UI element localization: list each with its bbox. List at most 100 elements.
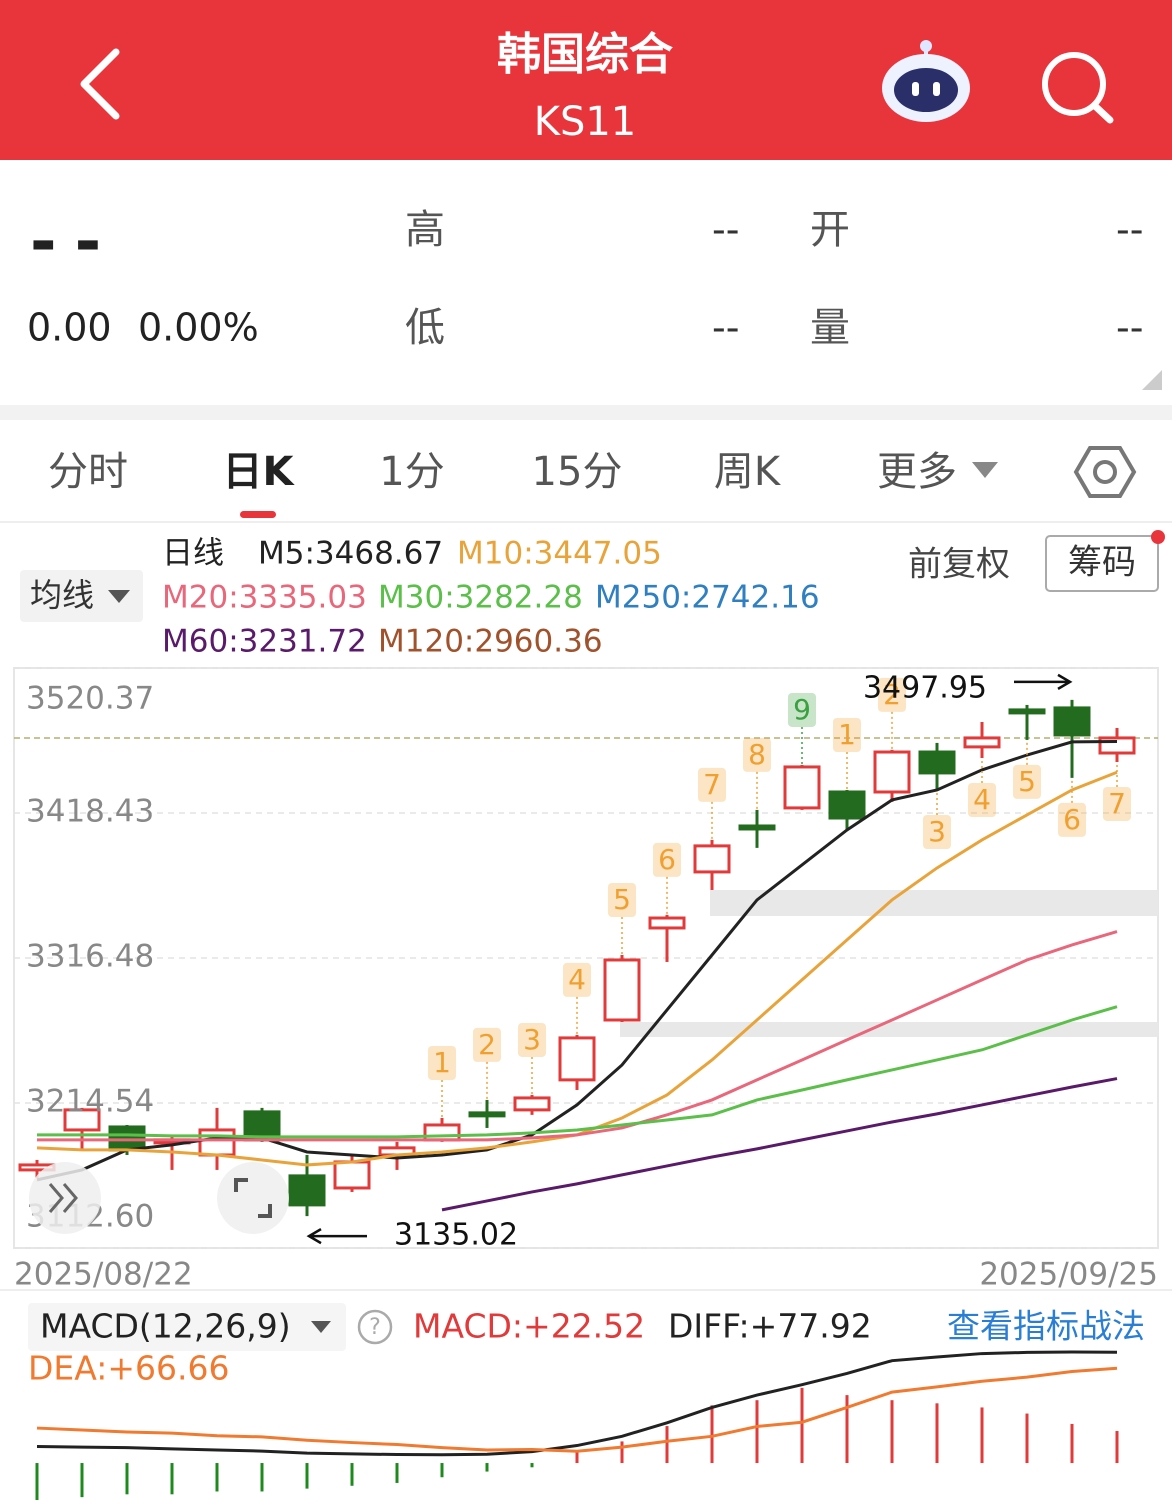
open-value: -- <box>1116 208 1143 252</box>
td-badge <box>968 782 996 817</box>
chips-button[interactable]: 筹码 <box>1068 543 1136 583</box>
macd-selector-bg[interactable] <box>28 1303 346 1351</box>
svg-text:?: ? <box>369 1315 381 1340</box>
tab[interactable]: 分时 <box>48 449 128 495</box>
candle-body <box>1053 706 1091 737</box>
divider <box>0 405 1172 420</box>
ma-line <box>37 930 1118 1142</box>
td-label: 5 <box>1018 765 1036 798</box>
td-badge <box>653 842 681 877</box>
legend-entry: M20:3335.03 <box>162 580 367 616</box>
y-tick-label: 3214.54 <box>26 1084 154 1120</box>
candle-body <box>873 750 911 794</box>
low-value: -- <box>712 306 739 350</box>
strategy-link[interactable]: 查看指标战法 <box>947 1307 1145 1346</box>
tab[interactable]: 1分 <box>379 449 444 495</box>
legend-entry: M60:3231.72 <box>162 624 367 660</box>
candle-body <box>1008 708 1046 715</box>
diff-line <box>36 1350 1118 1457</box>
candle-body <box>198 1128 236 1157</box>
search-button[interactable] <box>1042 52 1114 124</box>
header-bar <box>0 0 1172 160</box>
high-label: 高 <box>405 207 445 253</box>
legend-entry: M5:3468.67 <box>258 536 443 572</box>
plot <box>14 699 1158 1217</box>
td-badge <box>473 1027 501 1062</box>
volume-label: 量 <box>810 305 850 351</box>
candle-body <box>963 736 1001 749</box>
help-icon[interactable]: ? <box>357 1309 393 1345</box>
td-label: 7 <box>1108 787 1126 820</box>
max-label: 3497.95 <box>863 670 987 705</box>
dea-value: DEA:+66.66 <box>28 1349 230 1388</box>
macd-selector[interactable]: MACD(12,26,9) <box>40 1307 291 1346</box>
tab[interactable]: 15分 <box>532 449 623 495</box>
high-value: -- <box>712 208 739 252</box>
period-label: 日线 <box>162 536 224 572</box>
back-button[interactable] <box>80 48 120 120</box>
td-badge <box>1013 764 1041 799</box>
fullscreen-button[interactable] <box>217 1162 289 1234</box>
y-tick-label: 3418.43 <box>26 793 154 829</box>
title: 韩国综合 <box>497 29 673 80</box>
volume-value: -- <box>1116 306 1143 350</box>
change: 0.00 <box>27 306 112 350</box>
candle-body <box>513 1096 551 1112</box>
ma-line <box>36 740 1118 1182</box>
legend-entry: M120:2960.36 <box>378 624 603 660</box>
y-tick-label: 3316.48 <box>26 939 154 975</box>
y-tick-label: 3520.37 <box>26 681 154 717</box>
gap-band <box>710 890 1158 916</box>
td-label: 3 <box>928 815 946 848</box>
candle-body <box>738 824 776 831</box>
td-label: 4 <box>568 963 586 996</box>
badge-dot <box>1151 530 1165 544</box>
candle-body <box>918 750 956 775</box>
td-badge <box>833 717 861 752</box>
td-label: 9 <box>793 693 811 726</box>
td-badge <box>1058 802 1086 837</box>
candle-body <box>693 844 731 874</box>
open-label: 开 <box>810 207 850 253</box>
gap-band <box>620 1022 1158 1037</box>
td-label: 7 <box>703 768 721 801</box>
dea-line <box>36 1366 1118 1453</box>
change-percent: 0.00% <box>138 306 259 350</box>
legend-entry: M30:3282.28 <box>378 580 583 616</box>
play-button[interactable] <box>29 1162 101 1234</box>
td-badge <box>1103 786 1131 821</box>
diff-value: DIFF:+77.92 <box>668 1307 872 1346</box>
td-badge <box>743 737 771 772</box>
ma-button-bg[interactable] <box>20 570 143 622</box>
td-label: 2 <box>883 678 901 711</box>
min-arrow <box>306 1228 367 1245</box>
ma-line <box>441 1077 1118 1212</box>
candle-body <box>63 1108 101 1132</box>
candle-body <box>648 916 686 930</box>
legend-entry: M10:3447.05 <box>457 536 662 572</box>
tab[interactable]: 更多 <box>877 449 957 495</box>
td-label: 1 <box>838 718 856 751</box>
tab[interactable]: 周K <box>714 449 782 495</box>
expand-corner[interactable] <box>1142 370 1162 390</box>
adjust-button[interactable]: 前复权 <box>908 545 1010 585</box>
chips-button-bg[interactable] <box>1045 535 1159 592</box>
candle-body <box>288 1174 326 1207</box>
tab[interactable]: 日K <box>223 449 296 495</box>
subtitle: KS11 <box>534 99 637 145</box>
candle-body <box>828 790 866 820</box>
legend-entry: M250:2742.16 <box>595 580 820 616</box>
td-badge <box>788 692 816 727</box>
x-tick-label: 2025/09/25 <box>979 1257 1158 1293</box>
ma-button[interactable]: 均线 <box>30 576 94 614</box>
td-badge <box>518 1022 546 1057</box>
price: -- <box>30 206 119 280</box>
candle-body <box>468 1111 506 1118</box>
candle-body <box>333 1160 371 1190</box>
assistant-icon[interactable] <box>882 40 970 122</box>
td-badge <box>608 882 636 917</box>
settings-button[interactable] <box>1073 446 1137 498</box>
grid <box>14 667 1158 1249</box>
